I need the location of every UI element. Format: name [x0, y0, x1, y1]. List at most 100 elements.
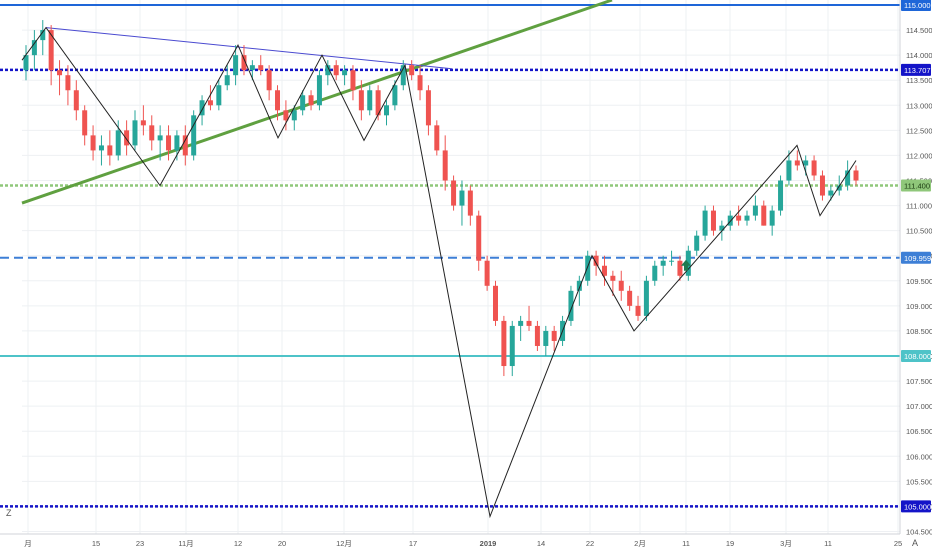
zigzag-pattern[interactable]: [21, 26, 857, 519]
x-tick-label: 20: [278, 539, 286, 548]
candle: [82, 105, 88, 146]
candle-body: [140, 120, 146, 126]
candle-body: [518, 320, 524, 326]
candle: [216, 80, 222, 111]
x-tick-label: 12月: [336, 539, 352, 548]
auto-scale-button[interactable]: A: [912, 538, 919, 548]
candle: [308, 90, 314, 111]
candle: [417, 65, 423, 101]
candle-body: [350, 70, 356, 91]
candle-body: [643, 280, 649, 316]
price-tag: 113.707: [901, 63, 931, 76]
candle-body: [149, 125, 155, 141]
x-tick-label: 2月: [634, 539, 646, 548]
candle-body: [283, 110, 289, 121]
candle: [568, 285, 574, 326]
y-tick-label: 104.500: [906, 527, 932, 536]
candle: [794, 150, 800, 171]
candle-body: [610, 275, 616, 281]
candle: [233, 45, 239, 86]
price-tag-box: [901, 251, 931, 264]
price-tag-box: [901, 500, 931, 513]
candle-body: [174, 135, 180, 151]
price-tag: 105.000: [901, 500, 931, 513]
candle: [207, 85, 213, 111]
candle-body: [266, 70, 272, 91]
candle-body: [803, 160, 809, 166]
candle: [400, 60, 406, 91]
candle-body: [409, 65, 415, 76]
x-tick-label: 11月: [178, 539, 193, 548]
candle-body: [442, 150, 448, 181]
candle: [786, 150, 792, 186]
candle-body: [57, 70, 63, 76]
candle: [98, 135, 104, 166]
candle: [107, 130, 113, 166]
price-tag-label: 105.000: [904, 502, 931, 511]
time-axis[interactable]: 月 15 23 11月 12 20 12月 17 2019 14 22 2月 11 19 3月 11 25: [0, 533, 902, 548]
candle-body: [476, 215, 482, 261]
blue-trend-line[interactable]: [45, 27, 453, 70]
price-tag-label: 113.707: [904, 66, 931, 75]
candle: [31, 30, 37, 71]
price-tag: 108.000: [901, 350, 931, 362]
candle-body: [107, 145, 113, 156]
candle-body: [191, 115, 197, 156]
candle-body: [249, 65, 255, 71]
candle: [702, 205, 708, 241]
candle-body: [325, 65, 331, 76]
candle: [409, 60, 415, 81]
candle: [643, 275, 649, 321]
candle-body: [207, 100, 213, 106]
y-tick-label: 111.000: [906, 202, 932, 211]
candle: [40, 20, 46, 56]
candle-body: [819, 175, 825, 196]
candle-body: [300, 95, 306, 111]
candle-body: [199, 100, 205, 116]
candle-body: [342, 70, 348, 76]
candle-body: [828, 190, 834, 196]
candle-body: [694, 235, 700, 251]
y-tick-label: 113.000: [906, 101, 932, 110]
candle: [585, 250, 591, 286]
candle-body: [333, 65, 339, 76]
candle-body: [216, 85, 222, 106]
candle-body: [291, 110, 297, 121]
candle-body: [492, 285, 498, 321]
candle-body: [669, 260, 675, 262]
zoom-label[interactable]: Z: [6, 508, 12, 518]
candle-body: [794, 160, 800, 166]
y-tick-label: 107.500: [906, 377, 932, 386]
y-tick-label: 106.000: [906, 452, 932, 461]
candle: [325, 60, 331, 86]
candle: [140, 105, 146, 136]
candle: [367, 85, 373, 116]
candle: [124, 120, 130, 156]
candle: [526, 305, 532, 331]
candle: [316, 70, 322, 111]
candle: [828, 185, 834, 201]
candle: [618, 270, 624, 301]
candle-body: [744, 215, 750, 221]
candle-body: [417, 75, 423, 91]
horizontal-lines[interactable]: [0, 4, 900, 508]
candle: [434, 120, 440, 156]
zigzag-line[interactable]: [21, 26, 857, 519]
candle: [342, 65, 348, 86]
candle: [677, 255, 683, 281]
candle: [191, 110, 197, 161]
candle-body: [853, 170, 859, 181]
candle: [845, 160, 851, 191]
y-tick-label: 112.500: [906, 126, 932, 135]
x-tick-label: 2019: [480, 539, 497, 548]
candle-body: [233, 55, 239, 76]
candle: [132, 110, 138, 151]
candle-body: [157, 135, 163, 141]
candle-body: [568, 290, 574, 321]
candle-body: [836, 185, 842, 191]
candle-body: [702, 210, 708, 236]
x-tick-label: 15: [92, 539, 100, 548]
